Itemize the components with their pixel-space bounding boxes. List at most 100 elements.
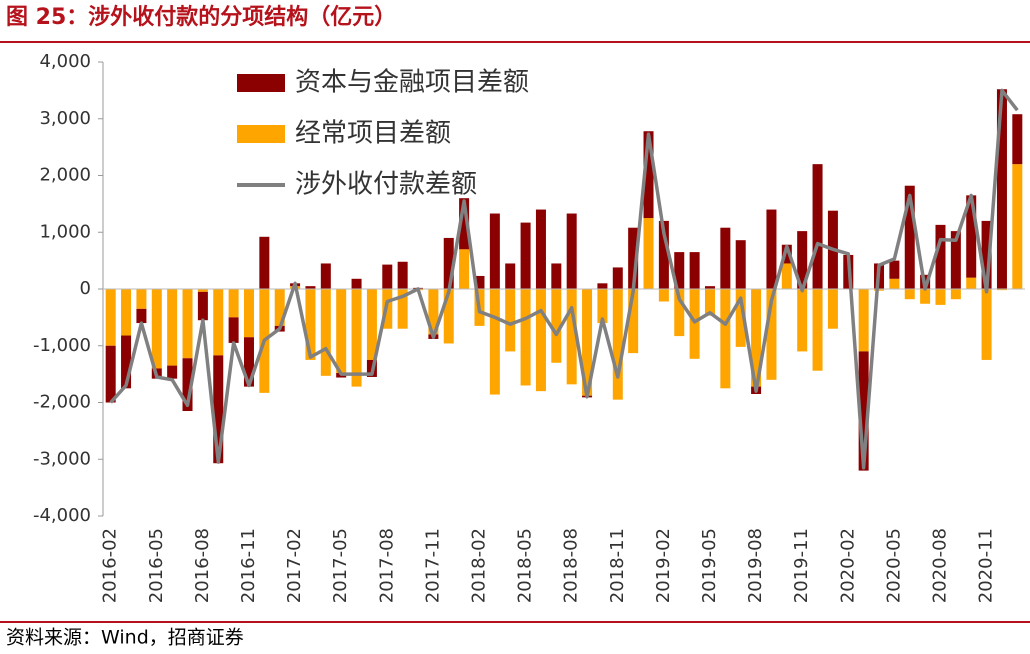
- bar: [612, 289, 623, 400]
- bar: [351, 289, 362, 387]
- x-tick-label: 2017-05: [330, 528, 351, 603]
- bar: [582, 289, 593, 396]
- bar: [1012, 164, 1023, 289]
- bar: [382, 264, 393, 289]
- bar: [674, 252, 685, 289]
- legend-swatch: [237, 125, 285, 143]
- x-tick-label: 2020-05: [883, 528, 904, 603]
- bar: [781, 263, 792, 289]
- x-tick-label: 2020-02: [837, 528, 858, 603]
- bar: [935, 289, 946, 305]
- y-tick-label: -3,000: [33, 448, 91, 469]
- bar: [720, 227, 731, 289]
- x-tick-label: 2019-08: [745, 528, 766, 603]
- bar: [827, 289, 838, 329]
- y-tick-label: 2,000: [39, 165, 91, 186]
- bar: [628, 289, 639, 354]
- bar: [658, 220, 669, 289]
- bar: [320, 289, 331, 376]
- x-tick-label: 2020-11: [976, 528, 997, 603]
- legend-swatch: [237, 74, 285, 92]
- bar: [459, 198, 470, 250]
- x-tick-label: 2018-05: [515, 528, 536, 603]
- bar: [720, 289, 731, 389]
- y-tick-label: 0: [80, 278, 91, 299]
- bar: [566, 289, 577, 385]
- y-tick-label: -4,000: [33, 505, 91, 526]
- bar: [858, 351, 869, 471]
- bar: [228, 317, 239, 343]
- bar: [689, 252, 700, 289]
- bar: [904, 185, 915, 289]
- y-tick-label: 4,000: [39, 51, 91, 72]
- bar: [305, 286, 316, 289]
- bar: [689, 289, 700, 359]
- x-tick-label: 2019-05: [699, 528, 720, 603]
- x-tick-label: 2019-11: [791, 528, 812, 603]
- x-tick-label: 2016-05: [146, 528, 167, 603]
- bar: [121, 335, 132, 389]
- bar: [920, 289, 931, 304]
- bar: [274, 289, 285, 326]
- bar: [551, 263, 562, 289]
- bar: [751, 289, 762, 387]
- x-tick-label: 2017-08: [376, 528, 397, 603]
- legend-label: 涉外收付款差额: [295, 170, 477, 200]
- bar: [966, 195, 977, 278]
- bar: [259, 236, 270, 289]
- x-tick-label: 2016-11: [238, 528, 259, 603]
- bar: [121, 289, 132, 336]
- bar: [105, 289, 116, 346]
- x-tick-label: 2016-08: [192, 528, 213, 603]
- y-tick-label: -2,000: [33, 392, 91, 413]
- bar: [766, 209, 777, 289]
- source: 资料来源：Wind，招商证券: [6, 627, 244, 649]
- bar: [935, 224, 946, 289]
- bar: [981, 289, 992, 360]
- bar: [136, 308, 147, 324]
- bar: [105, 345, 116, 403]
- bar: [397, 289, 408, 329]
- bar: [136, 289, 147, 309]
- bar: [658, 289, 669, 302]
- bar: [812, 289, 823, 371]
- bar: [966, 277, 977, 289]
- bar: [459, 249, 470, 289]
- bar: [643, 131, 654, 219]
- bar: [243, 337, 254, 387]
- bar: [535, 289, 546, 392]
- bar: [182, 289, 193, 359]
- bar: [428, 289, 439, 335]
- bar: [704, 286, 715, 289]
- bar: [182, 358, 193, 412]
- bar: [797, 231, 808, 289]
- bar: [889, 278, 900, 289]
- bar: [228, 289, 239, 318]
- bar: [858, 289, 869, 352]
- x-tick-label: 2018-08: [561, 528, 582, 603]
- bar: [351, 278, 362, 289]
- legend-label: 资本与金融项目差额: [295, 68, 529, 98]
- bar: [535, 209, 546, 289]
- bar: [151, 289, 162, 369]
- bar: [305, 289, 316, 360]
- bar: [812, 164, 823, 289]
- x-tick-label: 2018-02: [468, 528, 489, 603]
- bar: [612, 267, 623, 289]
- bar: [566, 213, 577, 289]
- bar: [704, 289, 715, 316]
- bar: [366, 289, 377, 360]
- bar: [520, 222, 531, 289]
- chart-title: 图 25：涉外收付款的分项结构（亿元）: [6, 4, 396, 30]
- bar: [243, 289, 254, 338]
- bar: [505, 289, 516, 352]
- bar: [981, 220, 992, 289]
- bar: [213, 289, 224, 356]
- bar: [735, 289, 746, 347]
- bar: [213, 355, 224, 464]
- bar: [996, 89, 1007, 290]
- bar: [597, 283, 608, 289]
- y-tick-label: 1,000: [39, 221, 91, 242]
- bar: [167, 365, 178, 379]
- bar: [674, 289, 685, 337]
